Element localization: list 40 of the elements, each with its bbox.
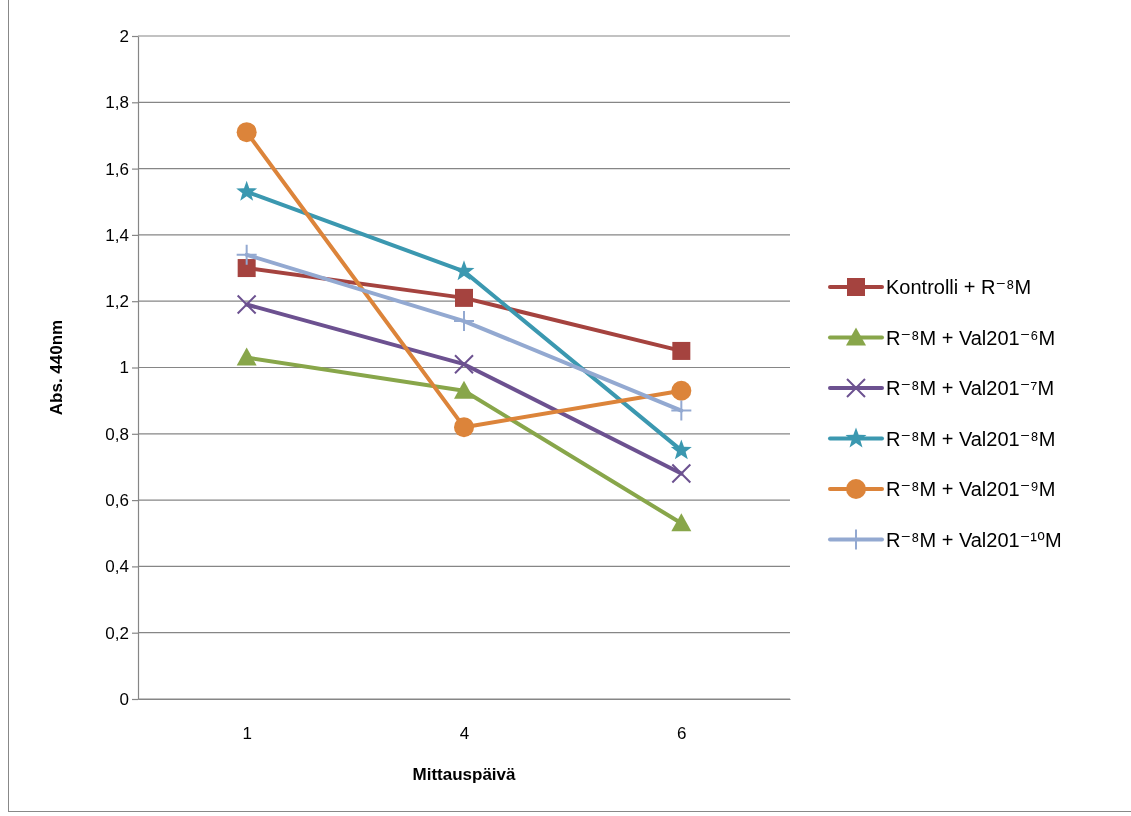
point: [236, 294, 257, 315]
legend-label: R⁻⁸M + Val201⁻⁹M: [886, 478, 1056, 500]
point: [455, 288, 473, 307]
y-tick-label: 1,8: [105, 93, 129, 113]
point: [454, 417, 474, 438]
y-tick-label: 0: [119, 689, 129, 709]
y-tick-label: 0,4: [105, 557, 129, 577]
legend-label: R⁻⁸M + Val201⁻⁸M: [886, 427, 1056, 450]
y-tick-label: 0,6: [105, 491, 129, 511]
y-tick-label: 0,2: [105, 623, 129, 643]
point: [671, 400, 692, 421]
point: [236, 347, 257, 366]
point: [236, 180, 258, 201]
y-tick-label: 1,2: [105, 292, 129, 312]
point: [671, 513, 692, 532]
x-axis-title: Mittauspäivä: [412, 765, 517, 784]
legend-label: R⁻⁸M + Val201⁻⁶M: [886, 326, 1056, 349]
y-tick-label: 1,4: [105, 225, 129, 245]
point: [454, 311, 474, 332]
point: [671, 463, 692, 484]
point: [671, 380, 692, 401]
point: [672, 341, 691, 360]
y-tick-label: 0,8: [105, 424, 129, 444]
y-tick-label: 1: [119, 358, 129, 378]
y-tick-label: 1,6: [105, 159, 129, 179]
point: [237, 259, 256, 278]
point: [670, 439, 692, 460]
x-tick-label: 1: [242, 724, 252, 744]
legend-label: R⁻⁸M + Val201⁻¹⁰M: [886, 528, 1062, 551]
x-tick-label: 4: [459, 724, 470, 744]
point: [454, 380, 474, 399]
point: [236, 122, 257, 143]
legend-label: R⁻⁸M + Val201⁻⁷M: [886, 377, 1055, 399]
legend-label: Kontrolli + R⁻⁸M: [886, 276, 1032, 298]
point: [236, 244, 257, 265]
y-axis-title: Abs. 440nm: [47, 319, 66, 416]
point: [454, 354, 474, 375]
y-tick-label: 2: [119, 26, 129, 46]
x-tick-label: 6: [677, 724, 687, 744]
point: [453, 260, 475, 281]
